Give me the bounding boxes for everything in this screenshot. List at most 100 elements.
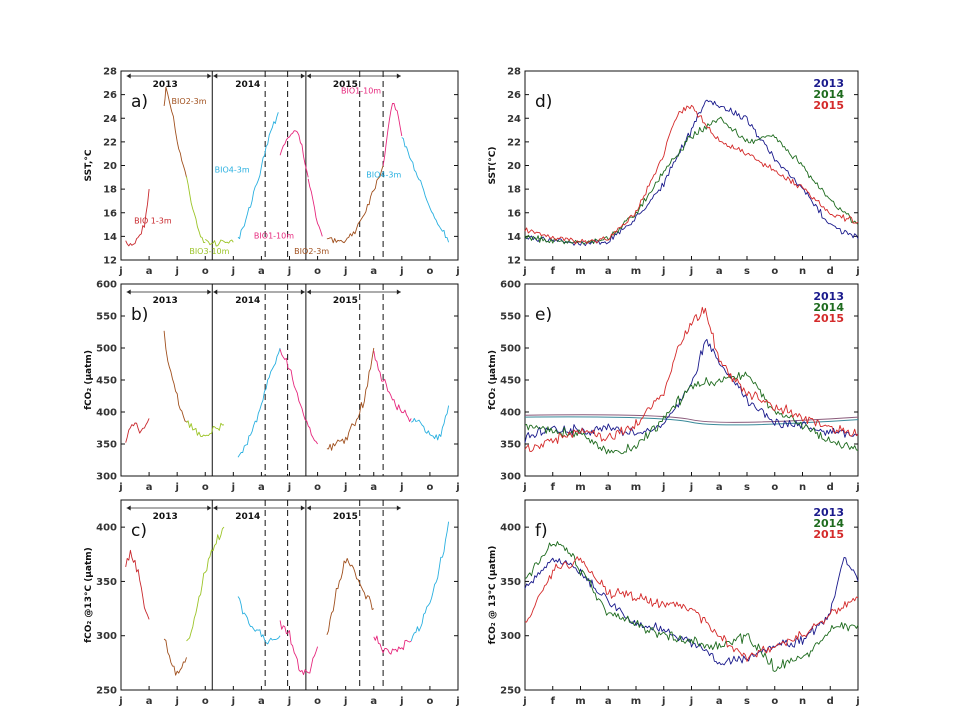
x-tick-label: o (314, 266, 321, 277)
y-tick-label: 500 (500, 344, 521, 355)
x-tick-label: o (426, 482, 433, 493)
x-tick-label: o (202, 482, 209, 493)
x-tick-label: j (855, 482, 859, 493)
plot-frame (120, 283, 459, 477)
x-tick-label: j (231, 482, 235, 493)
x-tick-label: n (799, 266, 806, 277)
station-annotation: BIO3-10m (189, 247, 229, 256)
y-tick-label: 20 (507, 161, 521, 172)
x-tick-label: j (522, 482, 526, 493)
x-tick-label: a (370, 696, 377, 707)
y-tick-label: 14 (507, 232, 521, 243)
arrow-head (300, 73, 305, 79)
panel-f: 250 300 350 400 j f m a m j j a s o n d j fCO₂ @ 13°C (μa… (488, 499, 860, 707)
year-label: 2014 (235, 80, 260, 90)
x-tick-label: a (258, 482, 265, 493)
x-tick-label: j (689, 482, 693, 493)
x-tick-label: j (118, 482, 122, 493)
year-label: 2015 (333, 296, 358, 306)
y-tick-label: 350 (500, 440, 521, 451)
arrow-head (207, 289, 212, 295)
arrow-head (207, 505, 212, 511)
year-label: 2015 (333, 80, 358, 90)
y-tick-label: 16 (507, 208, 521, 219)
x-tick-label: d (827, 266, 834, 277)
y-tick-label: 300 (96, 472, 117, 483)
y-tick-label: 22 (507, 137, 521, 148)
series-line-bio3_10m (186, 526, 225, 642)
plot-frame (120, 499, 459, 691)
y-tick-label: 550 (96, 312, 117, 323)
y-tick-label: 400 (500, 408, 521, 419)
y-tick-label: 550 (500, 312, 521, 323)
x-tick-label: f (551, 266, 556, 277)
station-annotation: BIO 1-3m (134, 216, 172, 225)
series-line-2015 (524, 556, 859, 662)
legend-entry: 2014 (813, 88, 844, 101)
y-tick-label: 500 (96, 344, 117, 355)
x-tick-label: j (661, 696, 665, 707)
series-line-bio4_3m (237, 347, 281, 458)
series-line-bio3_10m (186, 176, 206, 244)
y-tick-label: 600 (96, 280, 117, 291)
arrow-head (396, 73, 401, 79)
year-label: 2013 (153, 80, 178, 90)
arrow-head (126, 505, 131, 511)
y-tick-label: 18 (103, 185, 117, 196)
series-line-bio2_3m (163, 86, 187, 178)
series-line-bio4_3m (411, 405, 450, 441)
x-tick-label: m (575, 696, 585, 707)
year-label: 2013 (153, 296, 178, 306)
y-tick-label: 400 (96, 523, 117, 534)
x-tick-label: j (399, 696, 403, 707)
x-tick-label: d (827, 482, 834, 493)
series-line-bio3_10m (205, 239, 234, 247)
station-annotation: BIO1-10m (254, 232, 294, 241)
x-tick-label: j (399, 482, 403, 493)
y-tick-label: 16 (103, 208, 117, 219)
panel-d: 12 14 16 18 20 22 24 26 28 j f m a m j j a s o n d j SST(°C) 20… (488, 67, 860, 278)
y-tick-label: 28 (103, 67, 117, 78)
series-line-bio2_3m (163, 638, 187, 676)
y-tick-label: 20 (103, 161, 117, 172)
x-tick-label: j (231, 266, 235, 277)
series-line-bio4_3m (237, 596, 281, 645)
y-axis-label: fCO₂ @13°C (μatm) (84, 547, 94, 643)
y-tick-label: 24 (103, 114, 117, 125)
x-tick-label: s (744, 266, 750, 277)
x-tick-label: a (605, 696, 612, 707)
x-tick-label: m (631, 696, 641, 707)
panel-label: e) (535, 305, 552, 325)
x-tick-label: o (202, 266, 209, 277)
plot-frame (524, 283, 859, 477)
x-tick-label: j (661, 482, 665, 493)
y-tick-label: 450 (96, 376, 117, 387)
x-tick-label: j (689, 696, 693, 707)
x-tick-label: o (771, 482, 778, 493)
y-tick-label: 26 (103, 90, 117, 101)
x-tick-label: j (174, 266, 178, 277)
x-tick-label: o (771, 696, 778, 707)
x-tick-label: j (455, 696, 459, 707)
series-line-2015 (524, 306, 859, 452)
y-axis-label: fCO₂ (μatm) (84, 350, 94, 410)
y-tick-label: 300 (500, 472, 521, 483)
panel-label: f) (535, 521, 548, 541)
legend-entry: 2015 (813, 312, 844, 325)
y-tick-label: 18 (507, 185, 521, 196)
station-annotation: BIO4-3m (366, 170, 401, 179)
x-tick-label: j (522, 266, 526, 277)
x-tick-label: o (314, 696, 321, 707)
x-tick-label: a (146, 266, 153, 277)
y-tick-label: 22 (103, 137, 117, 148)
legend-entry: 2013 (813, 506, 844, 519)
series-line-bio4_3m (237, 112, 279, 240)
legend-entry: 2014 (813, 517, 844, 530)
y-tick-label: 12 (103, 256, 117, 267)
x-tick-label: m (575, 482, 585, 493)
y-axis-label: fCO₂ (μatm) (488, 350, 498, 410)
x-tick-label: j (287, 696, 291, 707)
x-tick-label: o (771, 266, 778, 277)
x-tick-label: m (575, 266, 585, 277)
